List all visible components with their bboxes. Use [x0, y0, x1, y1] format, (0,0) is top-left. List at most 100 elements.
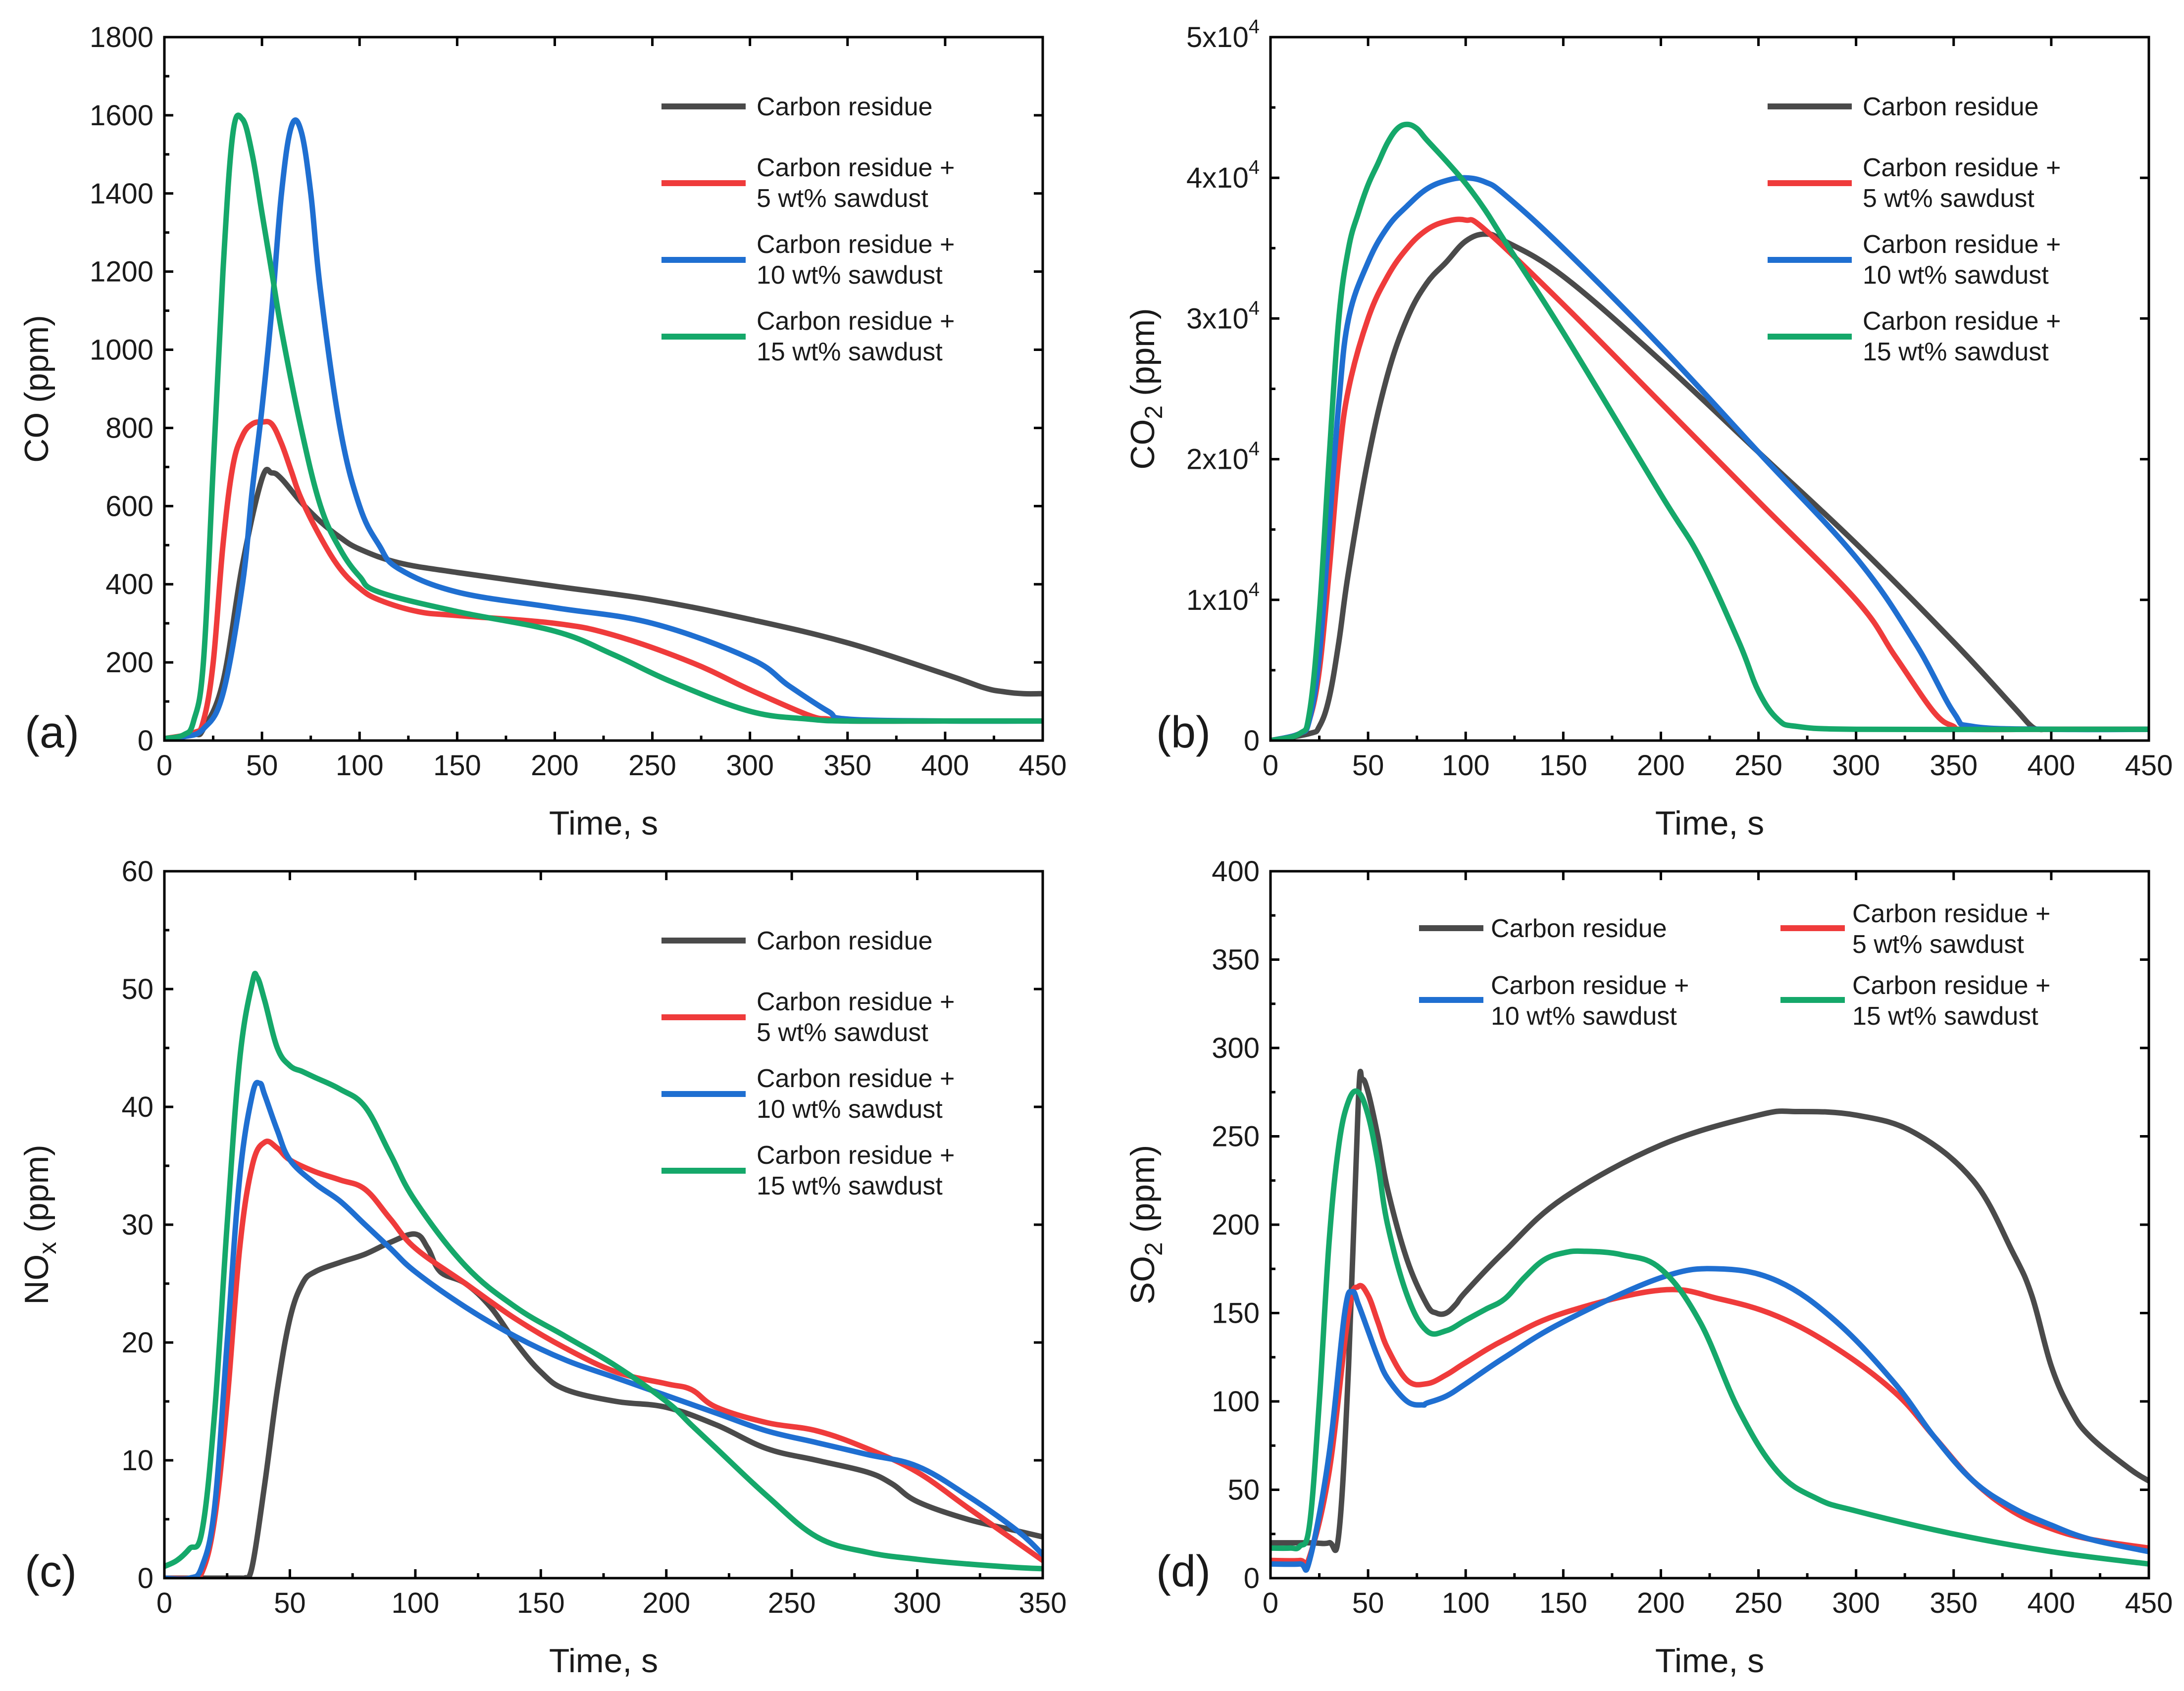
- x-tick-label: 200: [1637, 749, 1685, 782]
- chart-panel-1: 0 50 100 150 200 250 300 350 400 450 0 1x104 2x104 3x…: [1124, 16, 2173, 842]
- x-tick-label: 450: [2125, 749, 2173, 782]
- legend-label: 15 wt% sawdust: [1852, 1002, 2038, 1031]
- x-tick-label: 150: [433, 749, 481, 782]
- x-tick-label: 100: [1442, 749, 1490, 782]
- x-tick-label: 50: [1352, 1587, 1384, 1619]
- legend-label: Carbon residue +: [757, 988, 955, 1016]
- legend-label: Carbon residue +: [757, 1064, 955, 1093]
- y-tick-label: 300: [1212, 1032, 1260, 1064]
- chart-panel-3: 0 50 100 150 200 250 300 350 400 450 0 50 100 150 200 2…: [1124, 855, 2173, 1680]
- chart-panel-2: 0 50 100 150 200 250 300 350 0 10 20 30 40 50 60 Time, …: [18, 855, 1067, 1680]
- x-tick-label: 50: [274, 1587, 306, 1619]
- x-tick-label: 200: [531, 749, 579, 782]
- y-tick-label: 0: [138, 725, 153, 757]
- x-tick-label: 400: [2027, 1587, 2075, 1619]
- y-tick-label: 400: [105, 568, 153, 600]
- x-tick-label: 300: [1832, 1587, 1880, 1619]
- y-tick-label: 200: [105, 647, 153, 679]
- x-tick-label: 150: [1539, 749, 1587, 782]
- x-tick-label: 150: [517, 1587, 565, 1619]
- legend-label: 15 wt% sawdust: [757, 338, 943, 366]
- y-tick-label: 50: [1227, 1474, 1260, 1506]
- x-axis-title: Time, s: [549, 1642, 658, 1680]
- series-line-3: [164, 112, 1043, 741]
- series-line-3: [1270, 121, 2149, 741]
- x-tick-label: 300: [726, 749, 774, 782]
- y-axis-title: CO (ppm): [18, 315, 55, 462]
- y-tick-label: 2x104: [1186, 438, 1260, 476]
- series-line-3: [164, 971, 1043, 1572]
- panel-label: (b): [1156, 708, 1211, 757]
- legend-label: 10 wt% sawdust: [757, 1095, 943, 1124]
- x-tick-label: 450: [2125, 1587, 2173, 1619]
- y-axis-title: CO2 (ppm): [1124, 308, 1168, 469]
- x-tick-label: 450: [1019, 749, 1067, 782]
- series-line-1: [1270, 216, 2149, 741]
- series-line-1: [164, 419, 1043, 741]
- y-tick-label: 60: [121, 855, 153, 888]
- legend-label: 5 wt% sawdust: [757, 184, 928, 213]
- x-tick-label: 350: [1019, 1587, 1067, 1619]
- y-tick-label: 4x104: [1186, 156, 1260, 194]
- legend-label: Carbon residue +: [757, 1141, 955, 1170]
- legend-label: 5 wt% sawdust: [757, 1018, 928, 1047]
- y-tick-label: 100: [1212, 1386, 1260, 1418]
- y-tick-label: 250: [1212, 1121, 1260, 1153]
- y-tick-label: 1200: [90, 256, 153, 288]
- chart-panel-0: 0 50 100 150 200 250 300 350 400 450 0 200 400 600 800…: [18, 21, 1067, 842]
- legend-label: 15 wt% sawdust: [757, 1172, 943, 1200]
- legend-label: 10 wt% sawdust: [1491, 1002, 1677, 1031]
- legend-label: Carbon residue +: [1863, 153, 2061, 182]
- x-tick-label: 350: [1930, 749, 1978, 782]
- x-tick-label: 350: [823, 749, 871, 782]
- y-tick-label: 150: [1212, 1297, 1260, 1330]
- y-tick-label: 1000: [90, 334, 153, 366]
- legend-label: 10 wt% sawdust: [757, 261, 943, 290]
- x-tick-label: 100: [1442, 1587, 1490, 1619]
- y-tick-label: 1400: [90, 178, 153, 210]
- series-line-0: [164, 1231, 1043, 1578]
- legend-label: Carbon residue: [1491, 914, 1667, 943]
- series-line-0: [1270, 1069, 2149, 1553]
- y-tick-label: 30: [121, 1209, 153, 1241]
- y-tick-label: 800: [105, 412, 153, 444]
- x-tick-label: 250: [1734, 749, 1782, 782]
- legend-label: Carbon residue +: [1863, 307, 2061, 336]
- y-tick-label: 1x104: [1186, 579, 1260, 616]
- x-tick-label: 50: [246, 749, 278, 782]
- y-tick-label: 200: [1212, 1209, 1260, 1241]
- x-tick-label: 300: [893, 1587, 941, 1619]
- panel-label: (d): [1156, 1547, 1211, 1596]
- x-tick-label: 300: [1832, 749, 1880, 782]
- y-axis-title: SO2 (ppm): [1124, 1145, 1168, 1305]
- x-tick-label: 0: [1263, 1587, 1278, 1619]
- y-tick-label: 20: [121, 1327, 153, 1359]
- y-tick-label: 0: [1244, 725, 1260, 757]
- x-tick-label: 0: [156, 749, 172, 782]
- x-tick-label: 150: [1539, 1587, 1587, 1619]
- series-line-2: [1270, 1266, 2149, 1573]
- legend-label: 15 wt% sawdust: [1863, 338, 2049, 366]
- legend-label: Carbon residue: [757, 927, 933, 955]
- series-line-1: [1270, 1283, 2149, 1568]
- x-tick-label: 100: [336, 749, 384, 782]
- series-line-3: [1270, 1088, 2149, 1567]
- y-tick-label: 350: [1212, 944, 1260, 976]
- y-tick-label: 5x104: [1186, 16, 1260, 53]
- y-tick-label: 10: [121, 1444, 153, 1477]
- legend-label: Carbon residue +: [757, 230, 955, 259]
- legend-label: 5 wt% sawdust: [1863, 184, 2034, 213]
- x-tick-label: 400: [921, 749, 969, 782]
- series-line-2: [164, 117, 1043, 741]
- y-axis-title: NOx (ppm): [18, 1144, 61, 1304]
- legend-label: Carbon residue +: [1491, 971, 1689, 1000]
- legend-label: 10 wt% sawdust: [1863, 261, 2049, 290]
- x-tick-label: 250: [1734, 1587, 1782, 1619]
- series-line-2: [164, 1080, 1043, 1578]
- legend-label: Carbon residue +: [757, 153, 955, 182]
- panel-label: (c): [25, 1547, 77, 1596]
- x-axis-title: Time, s: [549, 804, 658, 842]
